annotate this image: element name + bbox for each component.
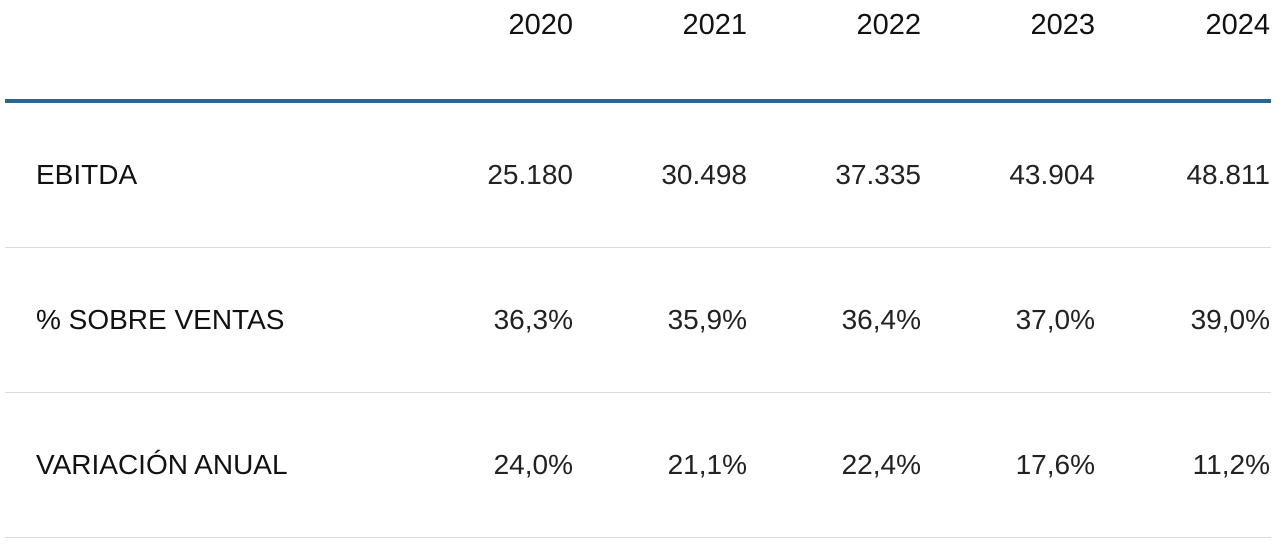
table-row-variacion-anual: VARIACIÓN ANUAL 24,0% 21,1% 22,4% 17,6% … — [5, 393, 1271, 538]
table-cell: 43.904 — [1009, 159, 1095, 190]
table-cell: 30.498 — [661, 159, 747, 190]
table-cell: 36,4% — [841, 304, 921, 335]
year-header-2022: 2022 — [856, 9, 921, 41]
table-cell: 21,1% — [667, 449, 747, 480]
table-row-sobre-ventas: % SOBRE VENTAS 36,3% 35,9% 36,4% 37,0% 3… — [5, 248, 1271, 393]
table-cell: 24,0% — [493, 449, 573, 480]
row-label: EBITDA — [36, 159, 138, 190]
table-cell: 37.335 — [835, 159, 921, 190]
table-cell: 25.180 — [487, 159, 573, 190]
year-header-2021: 2021 — [682, 9, 747, 41]
year-header-2020: 2020 — [508, 9, 573, 41]
table-cell: 17,6% — [1015, 449, 1095, 480]
year-header-2023: 2023 — [1030, 9, 1095, 41]
table-cell: 39,0% — [1190, 304, 1270, 335]
row-label: VARIACIÓN ANUAL — [36, 449, 288, 480]
table-cell: 22,4% — [841, 449, 921, 480]
year-header-2024: 2024 — [1205, 9, 1270, 41]
table-cell: 36,3% — [493, 304, 573, 335]
table-cell: 11,2% — [1192, 449, 1270, 480]
row-label: % SOBRE VENTAS — [36, 304, 285, 335]
table-cell: 37,0% — [1015, 304, 1095, 335]
ebitda-table: 2020 2021 2022 2023 2024 EBITDA 25.180 3… — [5, 0, 1271, 538]
table-row-ebitda: EBITDA 25.180 30.498 37.335 43.904 48.81… — [5, 103, 1271, 248]
table-header: 2020 2021 2022 2023 2024 — [5, 0, 1271, 103]
table-cell: 48.811 — [1186, 159, 1270, 190]
table-cell: 35,9% — [667, 304, 747, 335]
